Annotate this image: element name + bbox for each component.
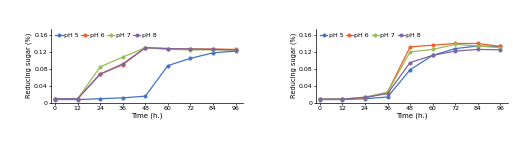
pH 7 bbox=[475, 45, 481, 47]
pH 8 bbox=[407, 62, 413, 63]
pH 5 bbox=[384, 96, 390, 98]
pH 8 bbox=[187, 48, 193, 50]
Legend: pH 5, pH 6, pH 7, pH 8: pH 5, pH 6, pH 7, pH 8 bbox=[54, 32, 157, 38]
pH 6 bbox=[142, 47, 148, 49]
pH 5 bbox=[317, 99, 323, 100]
pH 8 bbox=[317, 98, 323, 100]
pH 7 bbox=[97, 66, 103, 68]
pH 8 bbox=[232, 49, 239, 51]
pH 7 bbox=[142, 47, 148, 49]
pH 5 bbox=[339, 99, 345, 100]
pH 8 bbox=[475, 49, 481, 50]
pH 8 bbox=[497, 49, 503, 51]
pH 6 bbox=[165, 48, 171, 49]
pH 6 bbox=[452, 43, 458, 44]
pH 7 bbox=[429, 49, 436, 50]
pH 7 bbox=[452, 43, 458, 45]
pH 6 bbox=[210, 48, 216, 50]
pH 8 bbox=[339, 98, 345, 100]
pH 6 bbox=[74, 98, 81, 100]
pH 6 bbox=[52, 98, 58, 100]
Line: pH 8: pH 8 bbox=[53, 46, 238, 100]
Line: pH 7: pH 7 bbox=[53, 46, 238, 100]
pH 6 bbox=[232, 49, 239, 50]
pH 7 bbox=[339, 98, 345, 100]
X-axis label: Time (h.): Time (h.) bbox=[131, 113, 163, 119]
pH 6 bbox=[362, 97, 368, 99]
Legend: pH 5, pH 6, pH 7, pH 8: pH 5, pH 6, pH 7, pH 8 bbox=[319, 32, 422, 38]
pH 8 bbox=[74, 98, 81, 100]
pH 5 bbox=[97, 98, 103, 100]
pH 6 bbox=[339, 98, 345, 100]
pH 7 bbox=[165, 49, 171, 50]
Line: pH 7: pH 7 bbox=[318, 43, 502, 101]
pH 8 bbox=[452, 50, 458, 52]
pH 5 bbox=[429, 54, 436, 56]
pH 5 bbox=[452, 48, 458, 49]
pH 7 bbox=[187, 49, 193, 51]
pH 8 bbox=[165, 48, 171, 49]
pH 6 bbox=[497, 46, 503, 47]
pH 7 bbox=[232, 49, 239, 51]
pH 5 bbox=[142, 95, 148, 97]
pH 5 bbox=[52, 99, 58, 100]
Y-axis label: Reducing sugar (%): Reducing sugar (%) bbox=[290, 33, 297, 99]
pH 7 bbox=[210, 49, 216, 51]
pH 6 bbox=[120, 64, 126, 66]
pH 8 bbox=[429, 54, 436, 56]
Y-axis label: Reducing sugar (%): Reducing sugar (%) bbox=[26, 33, 32, 99]
pH 5 bbox=[210, 52, 216, 54]
pH 5 bbox=[74, 99, 81, 100]
pH 7 bbox=[74, 98, 81, 100]
pH 6 bbox=[407, 46, 413, 48]
pH 7 bbox=[317, 98, 323, 100]
pH 7 bbox=[497, 47, 503, 49]
pH 5 bbox=[407, 69, 413, 71]
pH 8 bbox=[120, 63, 126, 65]
Line: pH 6: pH 6 bbox=[318, 42, 502, 101]
pH 5 bbox=[362, 98, 368, 100]
Line: pH 5: pH 5 bbox=[318, 44, 502, 101]
pH 8 bbox=[210, 49, 216, 50]
pH 5 bbox=[187, 57, 193, 59]
pH 7 bbox=[52, 98, 58, 100]
pH 7 bbox=[407, 51, 413, 53]
pH 5 bbox=[475, 45, 481, 47]
pH 6 bbox=[475, 43, 481, 44]
pH 7 bbox=[362, 96, 368, 98]
pH 7 bbox=[120, 56, 126, 58]
pH 5 bbox=[120, 97, 126, 99]
pH 8 bbox=[52, 98, 58, 100]
Line: pH 8: pH 8 bbox=[318, 48, 502, 101]
X-axis label: Time (h.): Time (h.) bbox=[396, 113, 428, 119]
Line: pH 5: pH 5 bbox=[53, 49, 238, 101]
pH 8 bbox=[142, 47, 148, 49]
pH 8 bbox=[97, 73, 103, 75]
Line: pH 6: pH 6 bbox=[53, 46, 238, 100]
pH 7 bbox=[384, 92, 390, 93]
pH 8 bbox=[362, 97, 368, 98]
pH 6 bbox=[384, 92, 390, 93]
pH 6 bbox=[317, 98, 323, 100]
pH 5 bbox=[165, 65, 171, 66]
pH 5 bbox=[497, 46, 503, 47]
pH 6 bbox=[429, 44, 436, 46]
pH 6 bbox=[97, 73, 103, 75]
pH 8 bbox=[384, 93, 390, 95]
pH 6 bbox=[187, 48, 193, 50]
pH 5 bbox=[232, 50, 239, 52]
